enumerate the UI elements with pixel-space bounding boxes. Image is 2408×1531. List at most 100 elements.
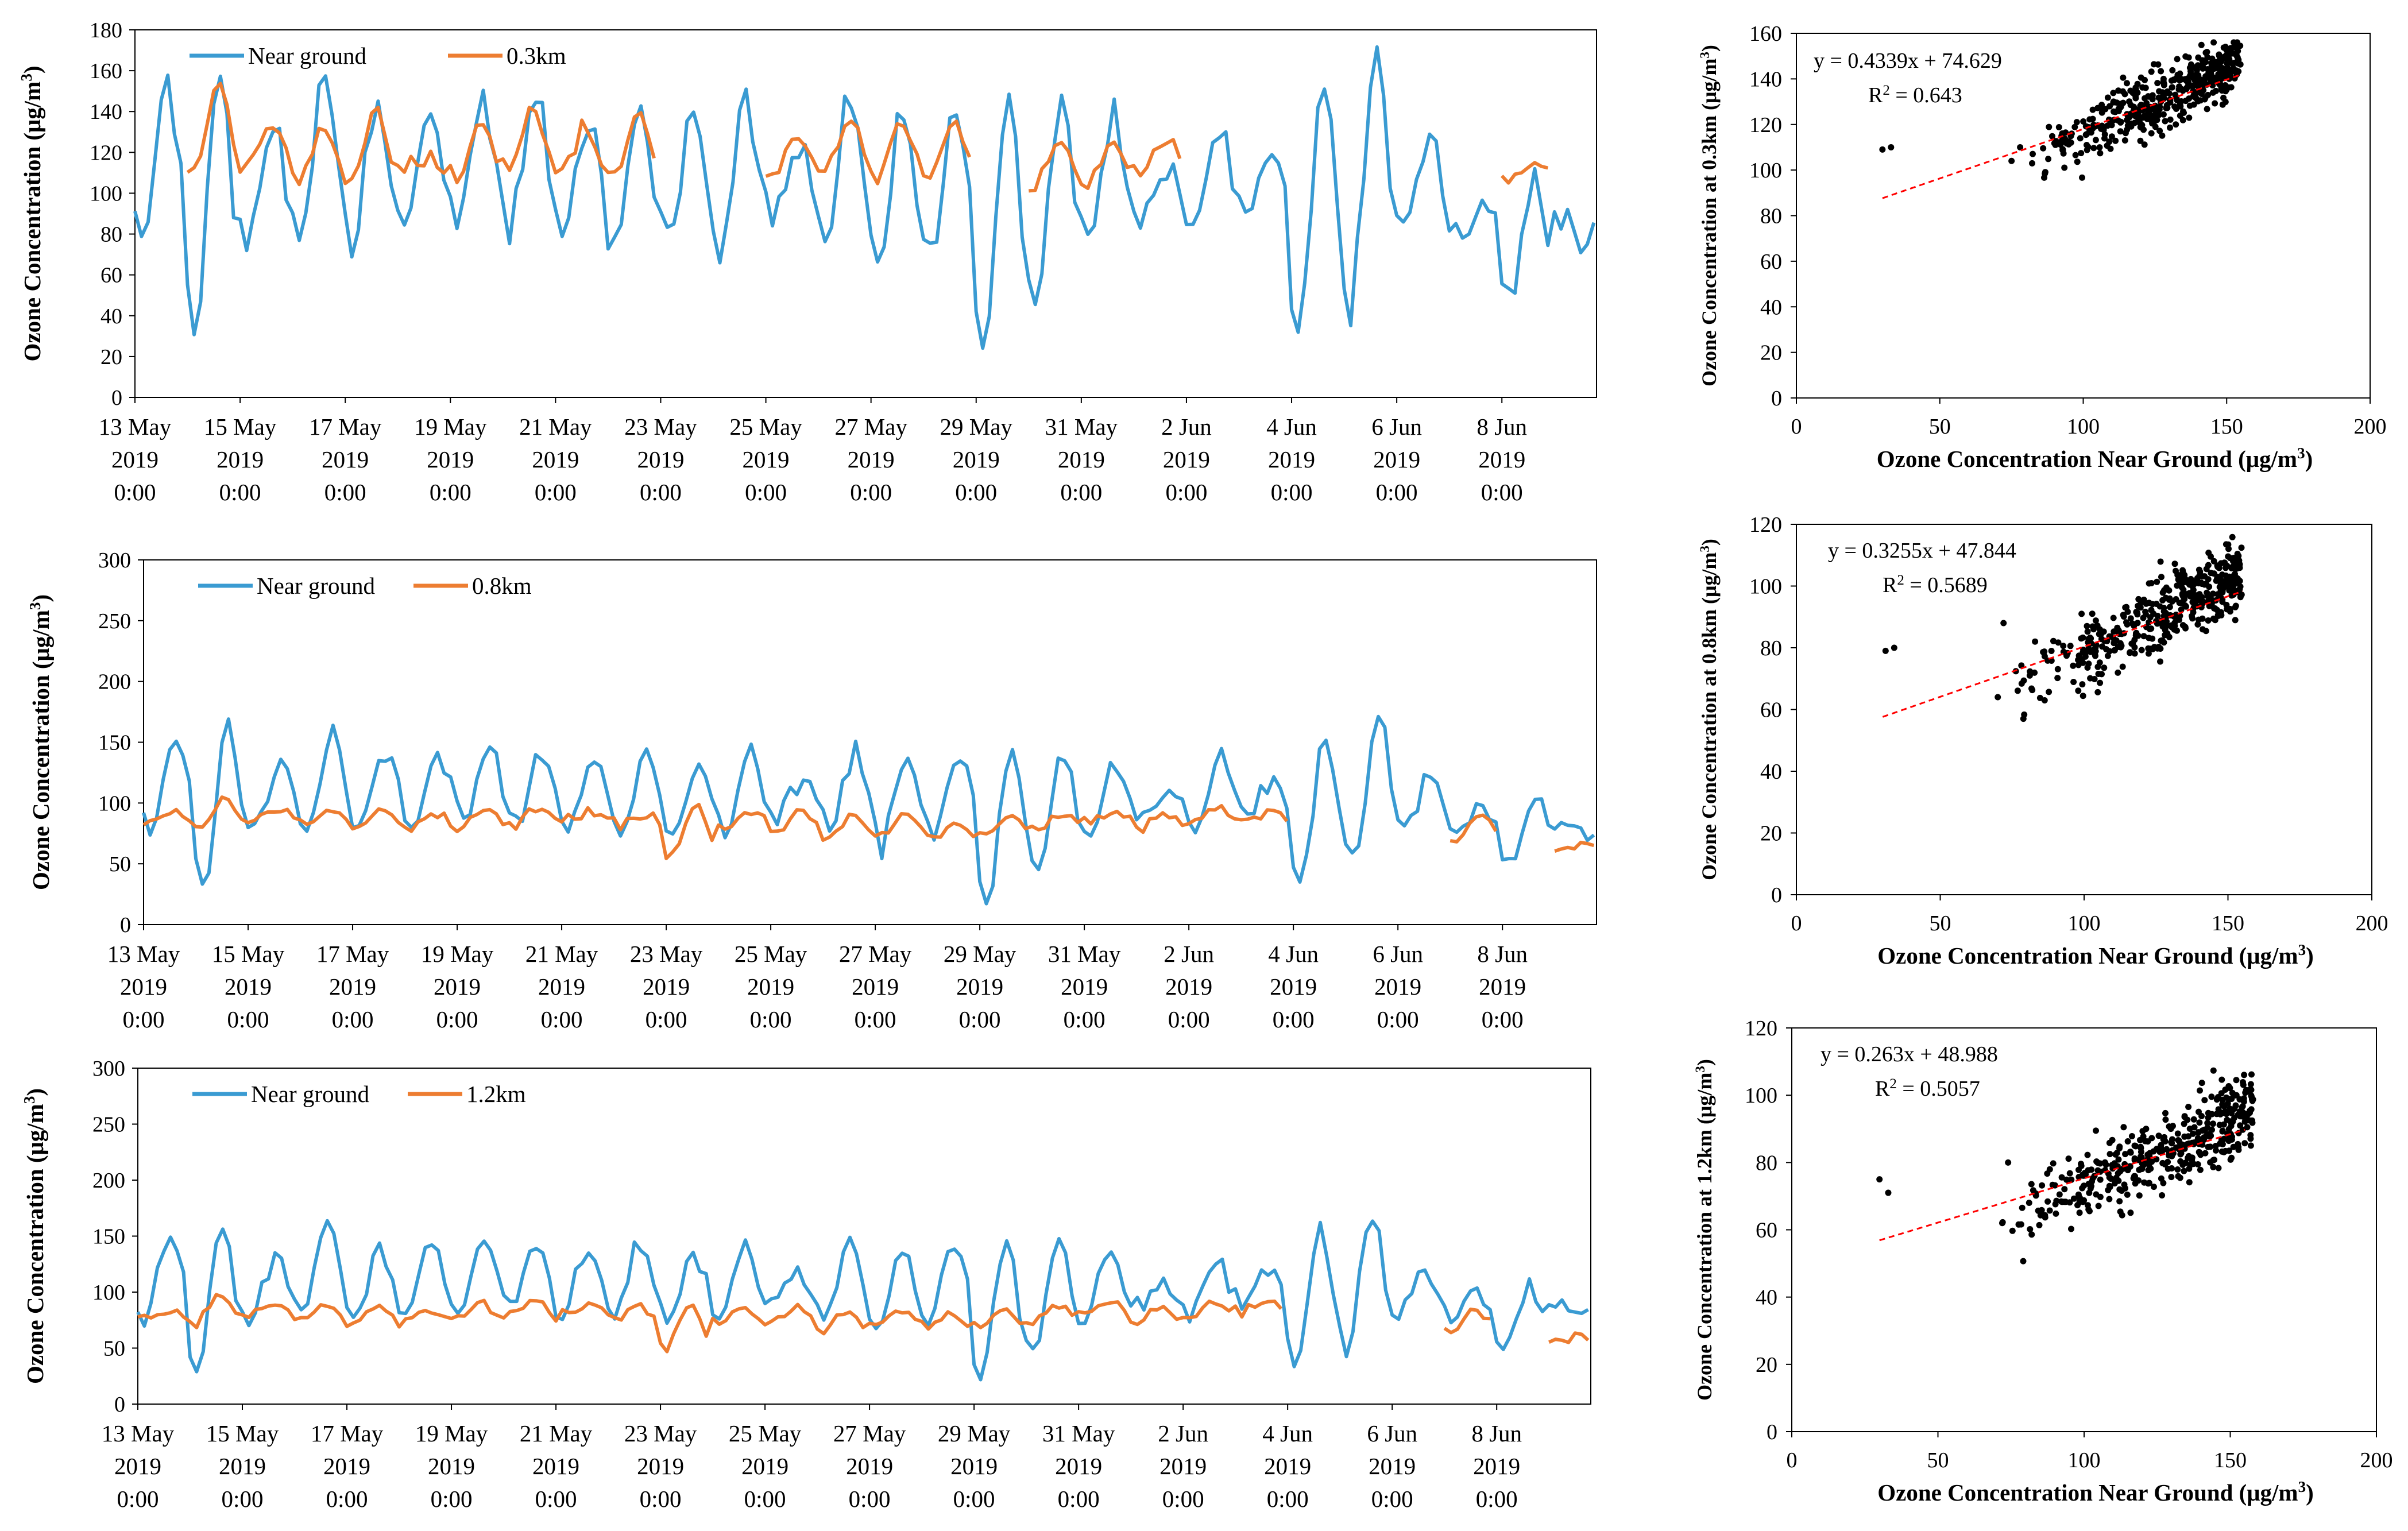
scatter-point	[2127, 1149, 2134, 1156]
scatter-point	[2187, 593, 2194, 600]
x-tick-label: 2019	[219, 1453, 266, 1479]
scatter-point	[2201, 1097, 2208, 1104]
scatter-point	[2076, 1209, 2083, 1216]
x-tick-label: 2019	[1268, 446, 1315, 473]
series-line-near-ground	[133, 45, 1596, 350]
x-tick-label: 100	[2067, 415, 2100, 439]
scatter-point	[2094, 623, 2101, 629]
scatter-point	[2127, 102, 2134, 109]
x-tick-label: 150	[2214, 1448, 2247, 1472]
scatter-point	[2166, 1123, 2173, 1130]
scatter-point	[2187, 1162, 2194, 1169]
scatter-point	[2143, 100, 2150, 107]
scatter-point	[2227, 555, 2233, 562]
y-axis-label: Ozone Concentration (μg/m3)	[21, 1088, 48, 1384]
y-tick-label: 50	[109, 852, 131, 876]
scatter-point	[2040, 649, 2047, 655]
x-tick-label: 8 Jun	[1477, 941, 1528, 967]
scatter-point	[2196, 580, 2202, 587]
scatter-point	[2056, 1191, 2063, 1198]
scatter-point	[2061, 164, 2068, 171]
scatter-point	[2224, 1100, 2231, 1107]
scatter-point	[2197, 1166, 2204, 1173]
scatter-point	[2089, 106, 2096, 113]
scatter-point	[2040, 145, 2047, 152]
x-tick-label: 27 May	[833, 1420, 906, 1447]
scatter-point	[2210, 558, 2217, 565]
x-tick-label: 6 Jun	[1367, 1420, 1417, 1447]
y-tick-label: 80	[1760, 636, 1782, 660]
scatter-point	[2020, 716, 2027, 722]
x-tick-label: 8 Jun	[1477, 413, 1527, 440]
scatter-point	[2124, 1191, 2131, 1198]
scatter-point	[2140, 1133, 2147, 1140]
scatter-point	[2151, 1184, 2157, 1190]
scatter-point	[2221, 53, 2228, 60]
scatter-point	[2059, 130, 2066, 137]
scatter-point	[2195, 1130, 2202, 1136]
scatter-point	[2216, 51, 2223, 58]
x-tick-label: 21 May	[525, 941, 598, 967]
scatter-point	[2190, 88, 2197, 94]
x-tick-label: 2019	[741, 1453, 789, 1479]
scatter-point	[2139, 84, 2146, 91]
scatter-point	[2113, 99, 2120, 106]
scatter-point	[2085, 636, 2092, 643]
scatter-point	[2213, 87, 2219, 94]
scatter-point	[2094, 663, 2101, 670]
scatter-point	[2009, 1227, 2016, 1234]
x-tick-label: 0:00	[955, 479, 997, 505]
scatter-point	[2240, 1114, 2247, 1120]
x-axis-label: Ozone Concentration Near Ground (μg/m3)	[1877, 941, 2314, 969]
x-tick-label: 2019	[434, 973, 481, 1000]
scatter-point	[2103, 646, 2109, 652]
scatter-point	[2017, 144, 2024, 150]
scatter-point	[2075, 662, 2082, 668]
scatter-point	[2137, 137, 2144, 144]
scatter-point	[2052, 141, 2059, 148]
scatter-point	[2225, 546, 2232, 552]
x-tick-label: 2019	[120, 973, 167, 1000]
scatter-point	[2137, 123, 2144, 130]
scatter-point	[2127, 649, 2133, 656]
scatter-point	[2169, 67, 2176, 74]
scatter-point	[2131, 650, 2138, 657]
x-tick-label: 0:00	[326, 1486, 368, 1512]
scatter-point	[2124, 608, 2131, 615]
scatter-point	[2138, 1145, 2144, 1151]
x-tick-label: 0:00	[1165, 479, 1207, 505]
scatter-point	[2124, 621, 2131, 628]
scatter-point	[2071, 123, 2078, 130]
legend-label: Near ground	[257, 573, 375, 599]
scatter-point	[2233, 1077, 2240, 1084]
scatter-point	[2041, 697, 2048, 703]
scatter-point	[2221, 1149, 2227, 1155]
scatter-point	[2247, 1081, 2254, 1088]
x-tick-label: 200	[2354, 415, 2387, 439]
scatter-point	[2142, 95, 2148, 102]
scatter-point	[2028, 1181, 2035, 1188]
x-tick-label: 100	[2068, 1448, 2101, 1472]
scatter-point	[2198, 1113, 2205, 1119]
scatter-point	[2222, 82, 2229, 88]
x-tick-label: 0:00	[1481, 479, 1523, 505]
y-tick-label: 100	[1745, 1084, 1777, 1108]
scatter-point	[2213, 1147, 2219, 1154]
scatter-point	[2177, 70, 2183, 77]
scatter-point	[2131, 644, 2138, 651]
x-tick-label: 25 May	[729, 1420, 802, 1447]
scatter-point	[2092, 652, 2098, 659]
scatter-point	[2147, 1165, 2154, 1172]
scatter-point	[2209, 1126, 2215, 1133]
scatter-point	[2129, 90, 2136, 96]
scatter-point	[2241, 1072, 2248, 1078]
y-tick-label: 20	[1756, 1353, 1777, 1377]
scatter-point	[2247, 1132, 2254, 1139]
scatter-point	[2225, 1083, 2232, 1089]
scatter-point	[2160, 92, 2167, 99]
scatter-point	[2184, 1140, 2191, 1147]
r-squared: R2 = 0.643	[1868, 83, 1962, 108]
scatter-point	[2149, 601, 2156, 608]
x-tick-label: 0	[1791, 911, 1802, 935]
